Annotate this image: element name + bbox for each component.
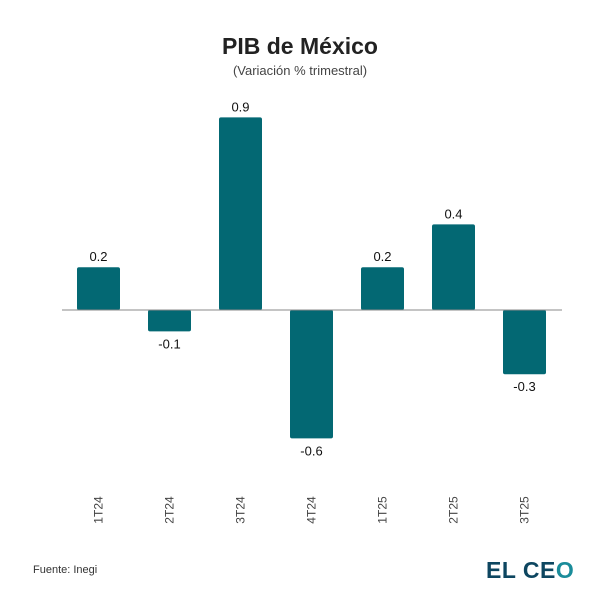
data-label: -0.3 xyxy=(513,379,535,394)
category-label: 3T25 xyxy=(518,496,532,524)
chart-subtitle: (Variación % trimestral) xyxy=(232,63,368,78)
bar-2T24 xyxy=(148,310,191,332)
bar-4T24 xyxy=(290,310,333,439)
category-label: 2T25 xyxy=(447,496,461,524)
source-note: Fuente: Inegi xyxy=(33,564,98,576)
chart-title: PIB de México xyxy=(222,33,378,59)
bar-1T24 xyxy=(77,267,120,310)
data-label: 0.4 xyxy=(444,206,462,221)
category-label: 1T25 xyxy=(376,496,390,524)
bar-3T25 xyxy=(503,310,546,375)
category-label: 2T24 xyxy=(163,496,177,524)
data-label: 0.9 xyxy=(231,99,249,114)
bar-1T25 xyxy=(361,267,404,310)
bar-2T25 xyxy=(432,224,475,310)
data-label: 0.2 xyxy=(373,249,391,264)
el-ceo-logo: EL CEO xyxy=(486,557,575,583)
category-label: 4T24 xyxy=(305,496,319,524)
data-label: 0.2 xyxy=(89,249,107,264)
bar-3T24 xyxy=(219,117,262,311)
category-label: 1T24 xyxy=(92,496,106,524)
category-label: 3T24 xyxy=(234,496,248,524)
data-label: -0.1 xyxy=(158,336,180,351)
data-label: -0.6 xyxy=(300,443,322,458)
